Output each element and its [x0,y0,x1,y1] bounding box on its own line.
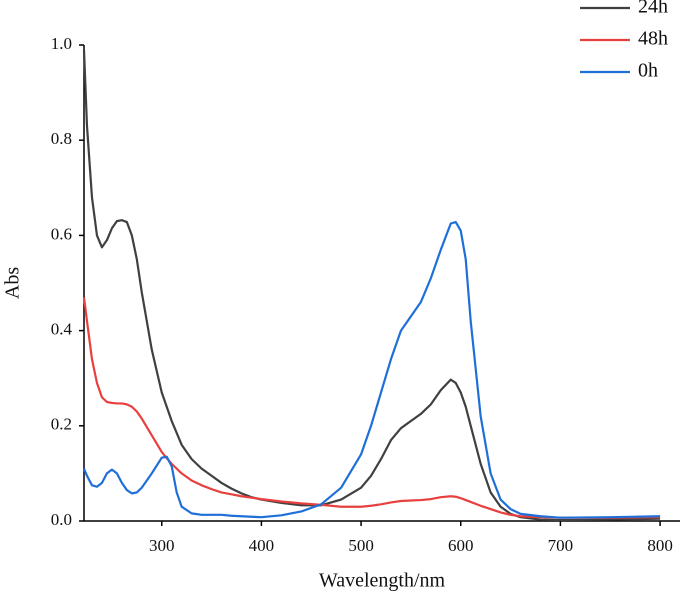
x-axis-label: Wavelength/nm [319,570,446,592]
y-tick-label: 0.0 [51,510,72,529]
x-tick-label: 700 [548,536,574,555]
x-tick-label: 500 [348,536,374,555]
x-tick-label: 400 [249,536,275,555]
y-tick-label: 0.2 [51,415,72,434]
y-tick-label: 0.6 [51,224,72,243]
legend-label: 0h [638,60,658,82]
legend-label: 24h [638,0,668,18]
y-axis-label: Abs [2,267,24,299]
x-tick-label: 300 [149,536,175,555]
y-tick-label: 0.4 [51,320,73,339]
line-series [82,297,661,519]
legend-label: 48h [638,28,668,50]
line-series [82,220,661,519]
line-series [82,49,661,522]
x-tick-label: 600 [448,536,474,555]
y-tick-label: 1.0 [51,34,72,53]
y-tick-label: 0.8 [51,129,72,148]
x-tick-label: 800 [647,536,673,555]
